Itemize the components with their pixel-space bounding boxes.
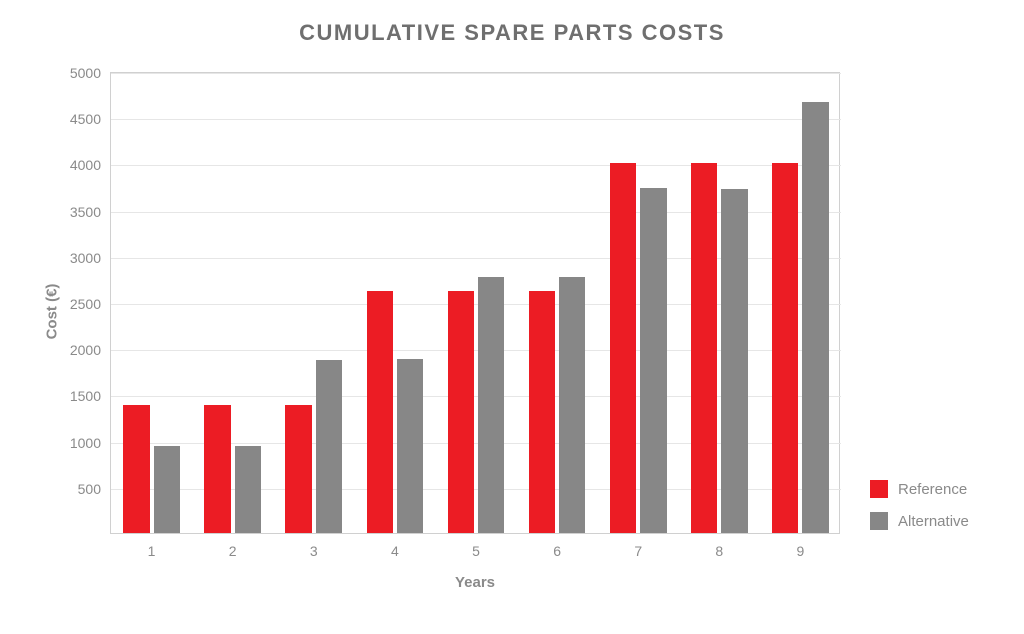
x-tick-label: 3: [310, 533, 318, 559]
bar-reference: [448, 291, 474, 533]
legend-item: Reference: [870, 480, 969, 498]
y-tick-label: 2500: [70, 296, 111, 312]
x-tick-label: 9: [797, 533, 805, 559]
x-tick-label: 6: [553, 533, 561, 559]
grid-line: [111, 119, 841, 120]
x-tick-label: 1: [148, 533, 156, 559]
y-tick-label: 5000: [70, 65, 111, 81]
chart-title: CUMULATIVE SPARE PARTS COSTS: [0, 20, 1024, 46]
legend-label: Alternative: [898, 513, 969, 530]
legend-item: Alternative: [870, 512, 969, 530]
grid-line: [111, 73, 841, 74]
bar-alternative: [721, 189, 747, 533]
bar-alternative: [235, 446, 261, 533]
y-tick-label: 1000: [70, 435, 111, 451]
legend: Reference Alternative: [870, 480, 969, 544]
bar-reference: [123, 405, 149, 533]
y-axis-label: Cost (€): [43, 284, 60, 340]
bar-alternative: [559, 277, 585, 533]
y-tick-label: 4500: [70, 111, 111, 127]
x-tick-label: 2: [229, 533, 237, 559]
bar-alternative: [802, 102, 828, 533]
x-tick-label: 4: [391, 533, 399, 559]
bar-reference: [367, 291, 393, 533]
bar-alternative: [154, 446, 180, 533]
x-axis-label: Years: [455, 574, 495, 591]
bar-alternative: [397, 359, 423, 533]
bar-alternative: [640, 188, 666, 533]
x-tick-label: 7: [634, 533, 642, 559]
bar-alternative: [316, 360, 342, 533]
plot-area: 5001000150020002500300035004000450050001…: [110, 72, 840, 534]
y-tick-label: 3000: [70, 250, 111, 266]
legend-swatch: [870, 512, 888, 530]
y-tick-label: 4000: [70, 157, 111, 173]
legend-swatch: [870, 480, 888, 498]
bar-reference: [772, 163, 798, 533]
x-tick-label: 8: [715, 533, 723, 559]
bar-alternative: [478, 277, 504, 533]
grid-line: [111, 165, 841, 166]
bar-reference: [529, 291, 555, 533]
y-tick-label: 2000: [70, 342, 111, 358]
bar-reference: [204, 405, 230, 533]
bar-reference: [285, 405, 311, 533]
bar-reference: [610, 163, 636, 533]
chart-container: CUMULATIVE SPARE PARTS COSTS 50010001500…: [0, 0, 1024, 634]
y-tick-label: 3500: [70, 204, 111, 220]
x-tick-label: 5: [472, 533, 480, 559]
legend-label: Reference: [898, 481, 967, 498]
bar-reference: [691, 163, 717, 533]
y-tick-label: 1500: [70, 388, 111, 404]
y-tick-label: 500: [78, 481, 111, 497]
